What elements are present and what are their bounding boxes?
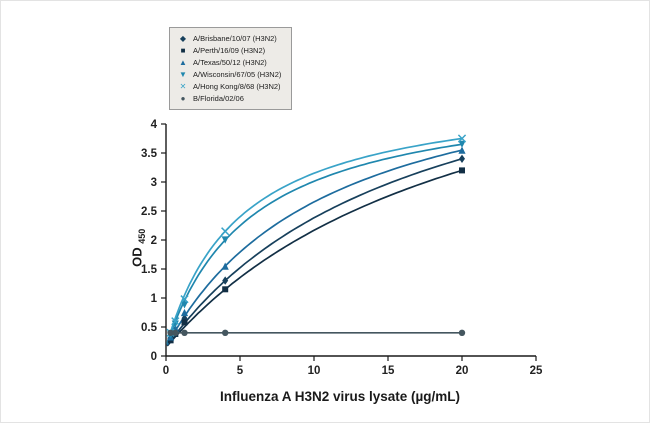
- legend-item: ◆ A/Brisbane/10/07 (H3N2): [178, 33, 281, 44]
- y-tick-label: 1: [151, 293, 158, 305]
- y-tick-label: 2: [151, 235, 157, 247]
- y-axis-label: OD 450: [129, 229, 147, 267]
- data-point-x: [171, 317, 180, 326]
- legend-item-label: A/Brisbane/10/07 (H3N2): [193, 34, 277, 43]
- triangle-down-marker-icon: ▼: [179, 69, 187, 79]
- series-curve: [166, 143, 463, 344]
- legend-item-label: B/Florida/02/06: [193, 94, 244, 103]
- chart-legend: ◆ A/Brisbane/10/07 (H3N2) ■ A/Perth/16/09 (…: [169, 27, 293, 110]
- data-point-circle: [458, 329, 466, 336]
- data-point-square: [181, 319, 188, 326]
- data-point-diamond: [222, 276, 229, 285]
- data-point-triangle-down: [458, 140, 466, 148]
- legend-item: ● B/Florida/02/06: [178, 93, 281, 104]
- series-curve: [166, 157, 463, 347]
- x-tick-label: 10: [308, 365, 321, 377]
- data-point-triangle-up: [180, 308, 189, 317]
- x-tick-label: 15: [382, 365, 395, 377]
- data-point-triangle-up: [458, 146, 466, 154]
- x-tick-label: 25: [530, 365, 543, 377]
- y-tick-label: 4: [151, 119, 158, 131]
- x-marker-icon: ✕: [179, 81, 187, 91]
- data-point-x: [221, 227, 230, 236]
- data-point-square: [459, 167, 465, 174]
- y-tick-label: 3.5: [141, 148, 158, 160]
- data-point-circle: [181, 329, 188, 336]
- y-tick-label: 2.5: [141, 206, 158, 218]
- y-axis-label-main: OD: [129, 247, 145, 267]
- series-curve: [166, 169, 463, 347]
- legend-item: ■ A/Perth/16/09 (H3N2): [178, 45, 281, 56]
- legend-item-label: A/Wisconsin/67/05 (H3N2): [193, 70, 282, 79]
- legend-item: ✕ A/Hong Kong/8/68 (H3N2): [178, 81, 281, 92]
- x-tick-label: 5: [237, 365, 244, 377]
- y-tick-label: 0: [151, 351, 157, 363]
- x-axis-label: Influenza A H3N2 virus lysate (µg/mL): [219, 389, 461, 404]
- legend-item-label: A/Texas/50/12 (H3N2): [193, 58, 267, 67]
- y-tick-label: 3: [151, 177, 157, 189]
- diamond-marker-icon: ◆: [179, 33, 187, 43]
- legend-item-label: A/Perth/16/09 (H3N2): [193, 46, 266, 55]
- data-point-square: [222, 286, 229, 293]
- data-point-circle: [222, 329, 229, 336]
- data-point-triangle-down: [221, 236, 229, 244]
- data-point-circle: [172, 329, 179, 336]
- data-point-circle: [167, 329, 174, 336]
- square-marker-icon: ■: [180, 45, 186, 55]
- circle-marker-icon: ●: [180, 93, 186, 103]
- series-curve: [166, 137, 463, 344]
- legend-item: ▲ A/Texas/50/12 (H3N2): [178, 57, 281, 68]
- x-tick-label: 20: [456, 365, 469, 377]
- data-point-triangle-down: [180, 301, 189, 309]
- data-point-x: [457, 134, 467, 143]
- triangle-up-marker-icon: ▲: [179, 57, 187, 67]
- y-axis-label-sub: 450: [136, 228, 147, 244]
- y-tick-label: 0.5: [141, 322, 158, 334]
- y-tick-label: 1.5: [141, 264, 158, 276]
- data-point-triangle-up: [221, 262, 229, 270]
- legend-item-label: A/Hong Kong/8/68 (H3N2): [193, 82, 281, 91]
- legend-item: ▼ A/Wisconsin/67/05 (H3N2): [178, 69, 281, 80]
- data-point-x: [180, 295, 189, 304]
- data-point-diamond: [459, 154, 465, 163]
- x-tick-label: 0: [163, 365, 169, 377]
